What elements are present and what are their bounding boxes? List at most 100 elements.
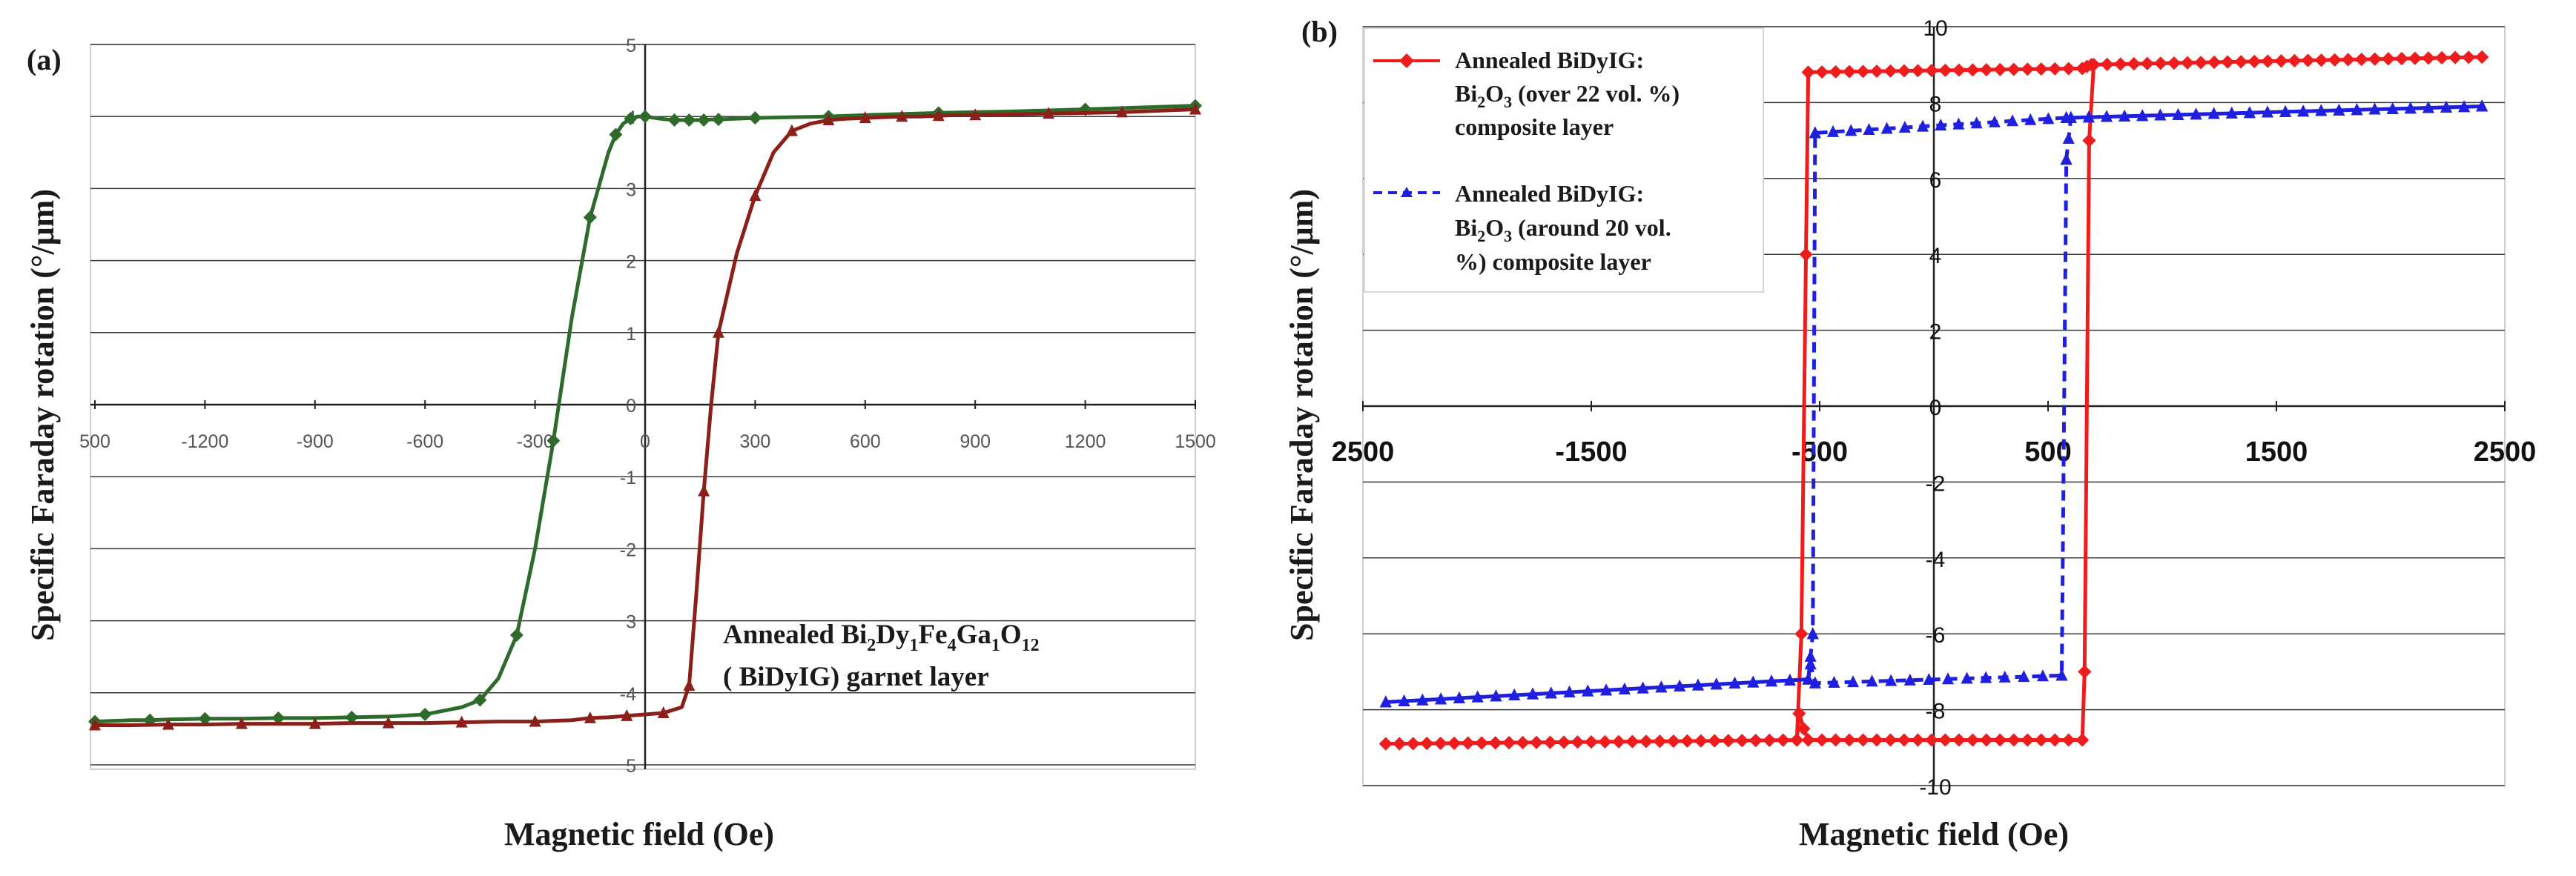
panel-b-data-point-1 — [2354, 53, 2368, 67]
panel-a-data-point-2 — [896, 110, 908, 122]
panel-b-data-point-1 — [2368, 52, 2382, 66]
panel-a-data-point-2 — [785, 124, 798, 136]
panel-b-data-point-1 — [2100, 57, 2114, 71]
panel-b-y-tick-label: 6 — [1929, 168, 1942, 193]
panel-b-data-point-2 — [2042, 112, 2055, 125]
panel-b-data-point-1 — [1571, 735, 1585, 749]
panel-b-data-point-2 — [1903, 673, 1916, 686]
panel-b-data-point-1 — [1653, 734, 1667, 749]
panel-b-data-point-2 — [2062, 132, 2075, 145]
panel-b-data-point-1 — [2082, 133, 2096, 147]
panel-b-data-point-1 — [1993, 62, 2007, 76]
panel-a-x-tick-label: -600 — [406, 431, 443, 452]
panel-b-data-point-2 — [2243, 106, 2256, 119]
panel-b-data-point-1 — [2435, 51, 2449, 65]
panel-a-data-point-1 — [583, 210, 597, 225]
panel-b-y-tick-label: 8 — [1929, 92, 1942, 116]
panel-b-data-point-2 — [2082, 110, 2095, 123]
panel-b-data-point-1 — [1815, 733, 1829, 747]
panel-b-data-point-1 — [2007, 62, 2021, 76]
panel-b-data-point-1 — [1748, 734, 1763, 748]
panel-b-data-point-2 — [1674, 679, 1686, 691]
panel-a-data-point-1 — [697, 113, 711, 127]
panel-a-x-tick-label: -900 — [297, 431, 334, 452]
panel-b-data-point-2 — [1898, 121, 1911, 133]
panel-a-x-tick-label: -1200 — [181, 431, 228, 452]
panel-b-data-point-1 — [1829, 733, 1843, 747]
panel-a-data-point-2 — [162, 717, 174, 730]
panel-b-data-point-1 — [2194, 56, 2208, 70]
panel-b-data-point-2 — [2261, 105, 2273, 118]
panel-a-data-point-1 — [638, 110, 652, 124]
panel-b-data-point-1 — [2021, 733, 2035, 747]
panel-b-data-point-1 — [1721, 734, 1735, 748]
legend-entry-series-2: Annealed BiDyIG: Bi2O3 (around 20 vol. %… — [1373, 180, 1671, 275]
panel-b-data-point-2 — [1728, 676, 1741, 688]
panel-b-data-point-1 — [1979, 63, 1993, 77]
panel-b-data-point-2 — [2118, 109, 2131, 122]
panel-b-data-point-2 — [1804, 649, 1817, 662]
panel-b-data-point-1 — [2408, 51, 2422, 65]
panel-b-data-point-2 — [1379, 695, 1392, 708]
panel-b-data-point-1 — [1378, 737, 1393, 751]
panel-b-data-point-1 — [1406, 737, 1420, 751]
panel-b-data-point-1 — [1870, 64, 1883, 79]
panel-b-data-point-2 — [1866, 674, 1878, 687]
panel-a-annotation-line1: Annealed Bi2Dy1Fe4Ga1O12 — [723, 620, 1040, 655]
panel-b-data-point-2 — [1998, 670, 2011, 683]
panel-a-data-point-2 — [1116, 105, 1129, 118]
panel-b-data-point-1 — [2314, 53, 2328, 67]
panel-b-data-point-1 — [2113, 57, 2127, 71]
panel-b-data-point-1 — [2007, 733, 2021, 747]
panel-b-y-tick-label: -10 — [1919, 775, 1951, 800]
panel-a-x-tick-label: 500 — [79, 431, 110, 452]
legend-label-series-1-line3: composite layer — [1455, 113, 1614, 140]
panel-b-data-point-1 — [2288, 53, 2302, 67]
panel-a-data-point-2 — [1043, 107, 1055, 119]
panel-b-y-tick-label: 0 — [1929, 396, 1942, 420]
panel-a-x-tick-label: 300 — [740, 431, 771, 452]
panel-b-data-point-2 — [2036, 669, 2049, 682]
panel-b-data-point-1 — [1680, 734, 1694, 748]
panel-b-data-point-1 — [2061, 62, 2075, 76]
panel-a-data-point-1 — [198, 711, 212, 726]
legend-label-series-1-line2: Bi2O3 (over 22 vol. %) — [1455, 80, 1680, 111]
panel-a-y-tick-label: 2 — [626, 252, 636, 273]
panel-b-data-point-1 — [1856, 64, 1870, 79]
panel-b-y-axis-title: Specific Faraday rotation (°/μm) — [1284, 189, 1320, 641]
panel-b-data-point-2 — [1880, 122, 1893, 134]
panel-b-data-point-1 — [1801, 65, 1815, 79]
panel-a-x-tick-label: 1500 — [1175, 431, 1216, 452]
panel-b-data-point-2 — [2190, 107, 2202, 120]
panel-a-data-point-2 — [1189, 102, 1201, 115]
panel-a-data-point-1 — [682, 113, 696, 127]
panel-b-data-point-2 — [1691, 678, 1704, 691]
panel-b-data-point-2 — [1435, 692, 1447, 705]
panel-a-y-axis-title: Specific Faraday rotation (°/μm) — [24, 189, 61, 641]
panel-a-y-tick-label: -1 — [620, 468, 636, 488]
panel-b-data-point-1 — [2221, 55, 2235, 69]
panel-b-data-point-1 — [2234, 55, 2248, 69]
panel-b-data-point-1 — [1799, 248, 1813, 262]
panel-b-data-point-1 — [2078, 665, 2092, 679]
panel-b-data-point-1 — [1911, 64, 1925, 78]
panel-a-data-point-1 — [624, 112, 638, 126]
panel-b-data-point-2 — [1847, 675, 1860, 688]
panel-b-data-point-2 — [1398, 694, 1410, 707]
panel-b-data-point-2 — [1710, 677, 1723, 690]
panel-b-data-point-2 — [2024, 113, 2037, 125]
panel-b-data-point-1 — [2462, 50, 2476, 64]
panel-b-data-point-1 — [2301, 53, 2315, 67]
panel-a-data-point-2 — [749, 189, 762, 202]
panel-b-data-point-2 — [1655, 680, 1668, 693]
panel-b-data-point-1 — [1966, 63, 1980, 77]
panel-b-data-point-1 — [1488, 736, 1502, 750]
panel-b-series — [1378, 50, 2489, 751]
panel-b-data-point-2 — [1637, 681, 1649, 694]
panel-b-x-tick-label: 1500 — [2245, 437, 2308, 468]
panel-a-data-point-1 — [667, 113, 681, 127]
legend-label-series-2-line2: Bi2O3 (around 20 vol. — [1455, 214, 1671, 245]
panel-b-y-tick-label: -8 — [1926, 700, 1946, 724]
panel-b-data-point-2 — [1961, 671, 1973, 684]
panel-b-data-point-1 — [1952, 733, 1966, 747]
